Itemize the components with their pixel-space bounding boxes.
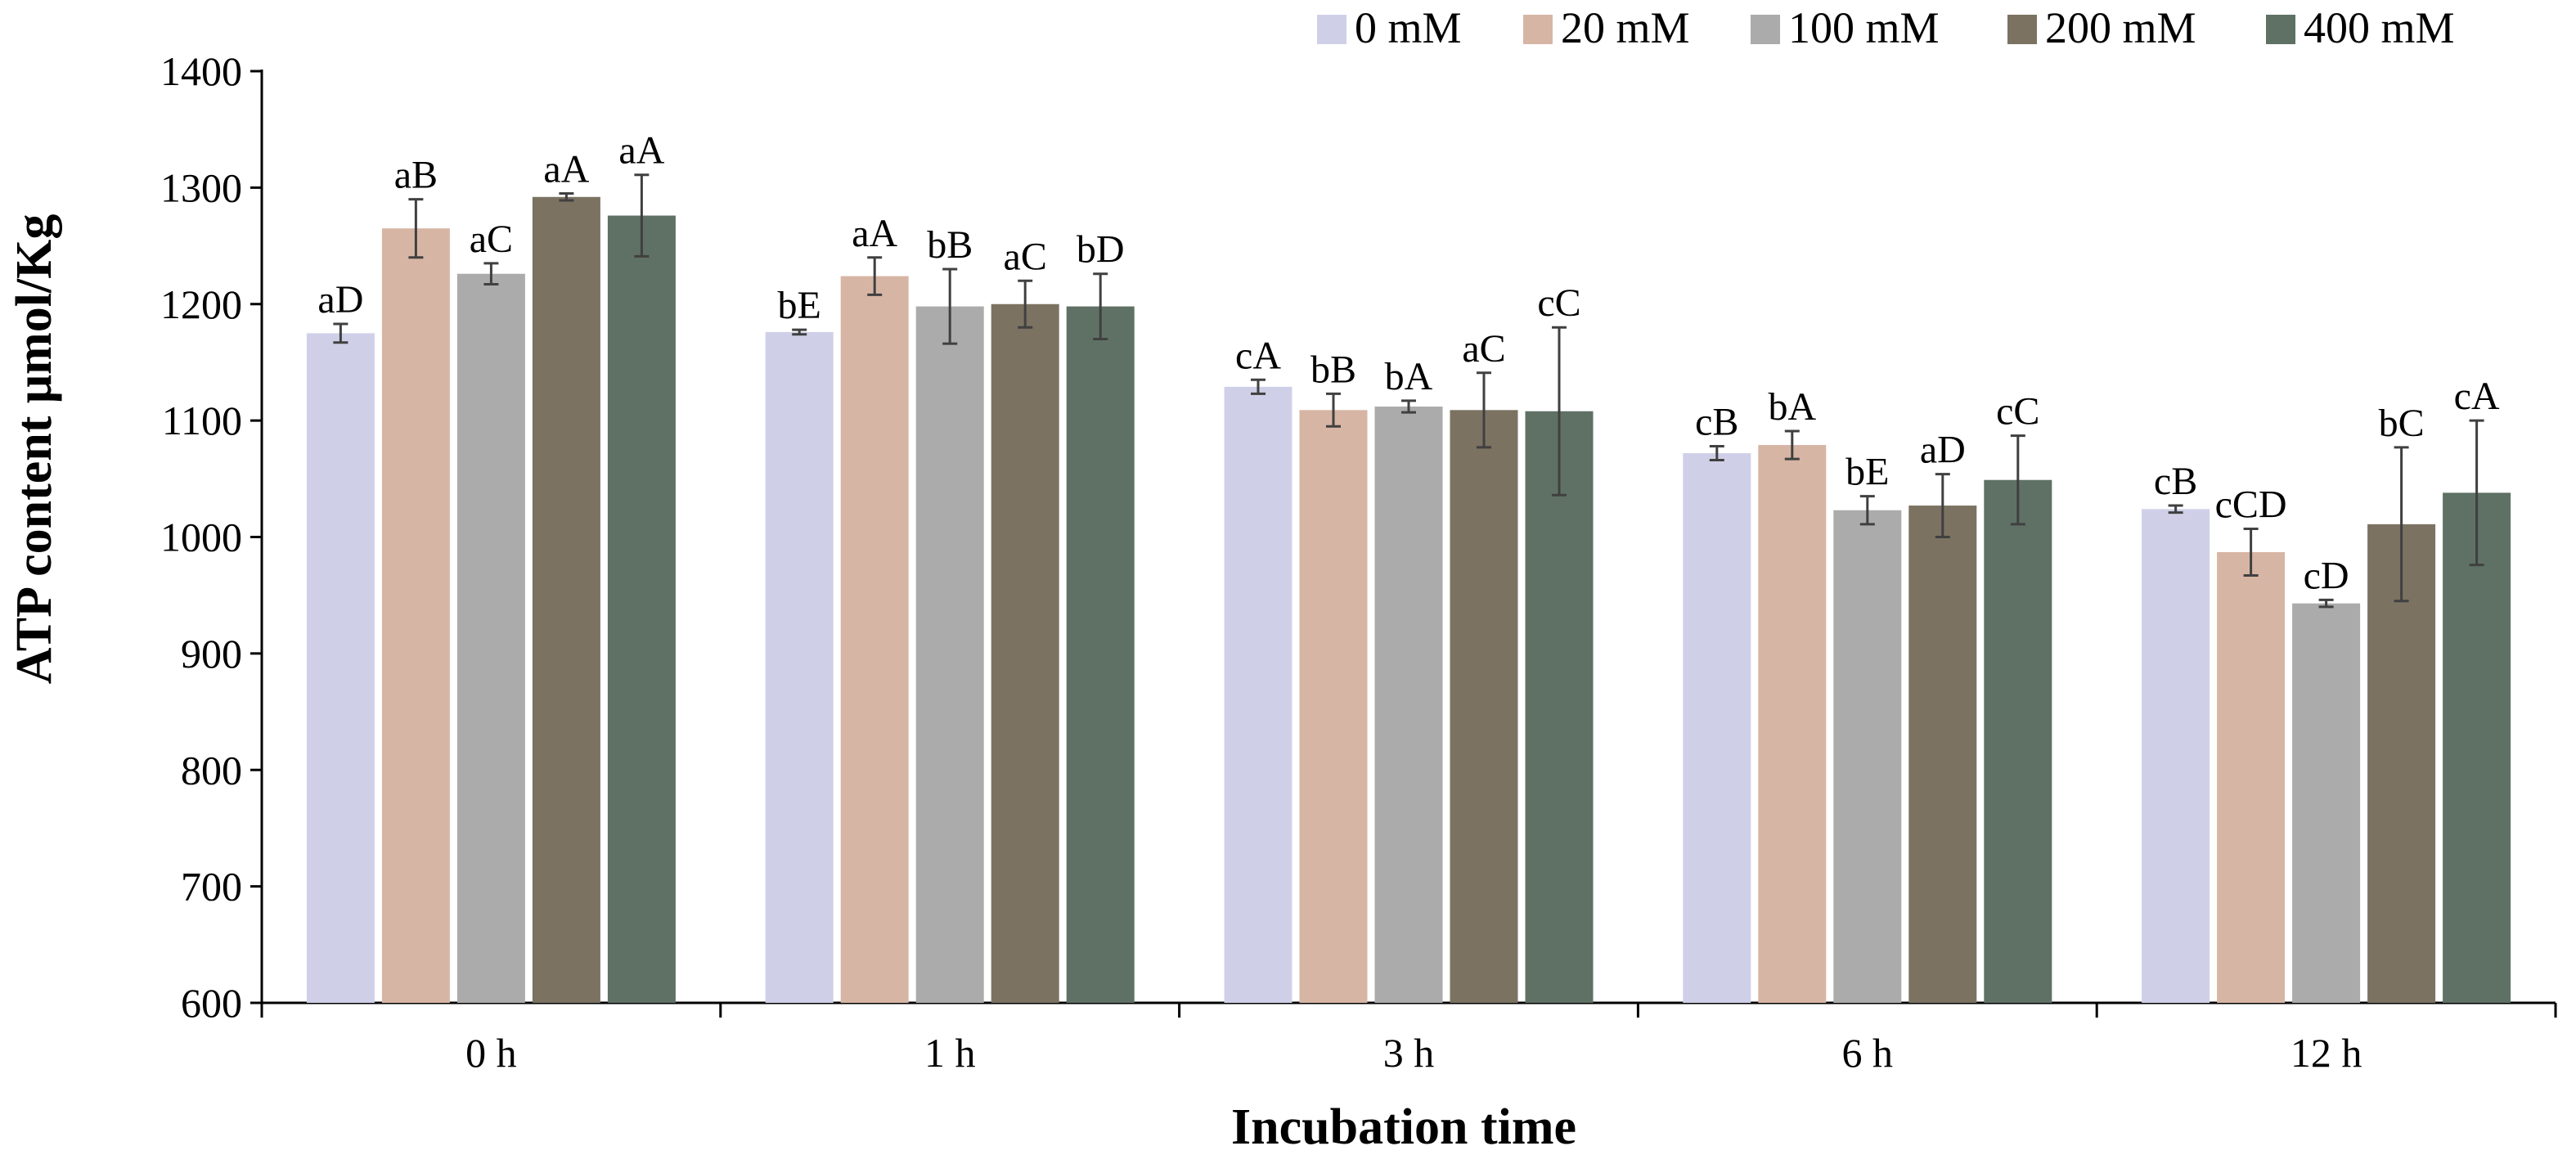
- bar: [607, 215, 676, 1003]
- x-tick-label: 0 h: [465, 1030, 517, 1076]
- bar: [381, 228, 450, 1003]
- data-label: aC: [1004, 235, 1047, 278]
- legend-swatch: [2266, 15, 2295, 44]
- y-tick-label: 600: [181, 980, 242, 1026]
- legend-label: 200 mM: [2045, 3, 2196, 52]
- data-label: cD: [2304, 554, 2349, 597]
- y-tick-label: 800: [181, 747, 242, 793]
- data-label: cA: [1235, 334, 1281, 377]
- y-tick-label: 1000: [160, 515, 242, 560]
- legend-label: 0 mM: [1355, 3, 1462, 52]
- x-tick-label: 1 h: [924, 1030, 976, 1076]
- bar: [532, 196, 600, 1003]
- y-tick-label: 700: [181, 864, 242, 910]
- data-label: aA: [852, 212, 897, 255]
- y-tick-label: 1200: [160, 281, 242, 327]
- bar: [1984, 479, 2052, 1003]
- data-label: cB: [2154, 460, 2197, 503]
- data-label: cC: [1537, 281, 1580, 325]
- bar: [991, 303, 1059, 1003]
- data-label: bA: [1768, 385, 1816, 429]
- legend-swatch: [1751, 15, 1780, 44]
- bar: [1450, 410, 1518, 1003]
- bar: [2292, 603, 2361, 1003]
- bar: [2217, 552, 2286, 1003]
- data-label: cB: [1695, 400, 1738, 443]
- bar: [1683, 452, 1751, 1003]
- data-label: aC: [1462, 327, 1505, 371]
- data-label: bA: [1385, 355, 1433, 398]
- data-label: bB: [927, 223, 973, 267]
- bar: [765, 331, 834, 1003]
- bar: [306, 333, 375, 1003]
- y-tick-label: 1100: [162, 398, 242, 443]
- y-axis-title: ATP content μmol/Kg: [7, 214, 62, 685]
- data-label: aC: [470, 218, 513, 261]
- x-tick-label: 12 h: [2291, 1030, 2362, 1076]
- data-label: cC: [1996, 390, 2039, 434]
- x-tick-label: 3 h: [1383, 1030, 1435, 1076]
- y-tick-label: 900: [181, 631, 242, 676]
- bar: [1525, 411, 1594, 1003]
- bar: [1299, 410, 1368, 1003]
- y-tick-label: 1400: [160, 48, 242, 94]
- data-label: cCD: [2215, 483, 2287, 527]
- bar: [456, 273, 525, 1003]
- bar: [2367, 524, 2436, 1003]
- data-label: aD: [317, 278, 363, 321]
- bar: [2443, 492, 2511, 1003]
- legend-swatch: [1317, 15, 1346, 44]
- data-label: aA: [543, 147, 589, 191]
- data-label: bE: [778, 284, 821, 327]
- data-label: aB: [394, 154, 438, 197]
- data-label: aA: [618, 129, 664, 173]
- x-axis-title: Incubation time: [1231, 1099, 1576, 1155]
- bar: [1374, 407, 1443, 1003]
- bar: [915, 306, 984, 1003]
- bar: [1833, 510, 1902, 1003]
- y-tick-label: 1300: [160, 164, 242, 210]
- data-label: bC: [2379, 402, 2425, 445]
- bar: [2142, 509, 2210, 1003]
- legend-label: 20 mM: [1561, 3, 1690, 52]
- bar: [840, 276, 909, 1004]
- bar: [1224, 386, 1292, 1003]
- legend-swatch: [1523, 15, 1553, 44]
- data-label: bD: [1077, 228, 1125, 272]
- legend-label: 400 mM: [2304, 3, 2455, 52]
- data-label: aD: [1920, 429, 1966, 472]
- legend: 0 mM 20 mM 100 mM 200 mM 400 mM: [1317, 3, 2455, 52]
- data-label: bB: [1310, 348, 1356, 391]
- data-label: cA: [2454, 375, 2500, 418]
- legend-label: 100 mM: [1788, 3, 1940, 52]
- data-label: bE: [1845, 451, 1889, 494]
- x-tick-label: 6 h: [1842, 1030, 1894, 1076]
- legend-swatch: [2007, 15, 2037, 44]
- bar: [1758, 445, 1827, 1003]
- bar: [1066, 306, 1135, 1003]
- bar: [1908, 506, 1977, 1003]
